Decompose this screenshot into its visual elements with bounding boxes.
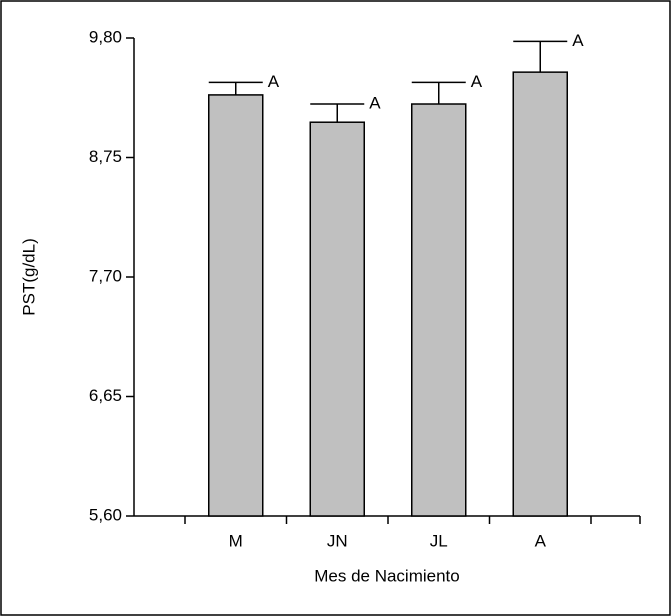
bar: [309, 121, 365, 517]
significance-letter: A: [572, 31, 584, 50]
bar: [208, 94, 264, 517]
x-tick-label: M: [229, 531, 243, 550]
significance-letter: A: [268, 72, 280, 91]
bar: [411, 103, 467, 517]
x-tick-label: JN: [327, 531, 348, 550]
y-tick-label: 5,60: [89, 505, 122, 524]
significance-letter: A: [369, 93, 381, 112]
bar: [512, 71, 568, 517]
y-tick-label: 9,80: [89, 27, 122, 46]
y-tick-label: 8,75: [89, 147, 122, 166]
y-tick-label: 7,70: [89, 266, 122, 285]
x-tick-label: JL: [430, 531, 448, 550]
x-axis-label: Mes de Nacimiento: [314, 566, 460, 585]
y-tick-label: 6,65: [89, 386, 122, 405]
x-tick-label: A: [535, 531, 547, 550]
y-axis-label: PST(g/dL): [19, 238, 38, 315]
significance-letter: A: [471, 72, 483, 91]
